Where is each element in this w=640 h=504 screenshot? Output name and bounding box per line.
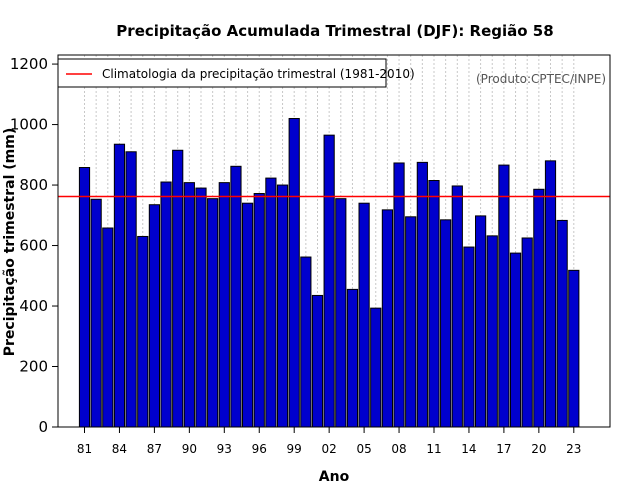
bar-2014 bbox=[463, 246, 475, 428]
bar-2009 bbox=[405, 216, 417, 428]
y-tick-label: 400 bbox=[19, 297, 48, 315]
x-tick-label: 17 bbox=[496, 442, 511, 456]
bar-2004 bbox=[346, 288, 359, 428]
bar-1983 bbox=[102, 227, 114, 428]
bar-2020 bbox=[533, 188, 545, 428]
legend-label: Climatologia da precipitação trimestral … bbox=[102, 67, 415, 81]
bar-2000 bbox=[300, 256, 312, 428]
y-tick-label: 600 bbox=[19, 237, 48, 255]
x-tick-label: 11 bbox=[426, 442, 441, 456]
bar-2010 bbox=[416, 161, 428, 428]
bar-1994 bbox=[230, 165, 242, 428]
x-tick-label: 87 bbox=[147, 442, 162, 456]
bar-2019 bbox=[521, 237, 533, 428]
x-tick-label: 05 bbox=[356, 442, 371, 456]
x-tick-label: 99 bbox=[287, 442, 302, 456]
bar-1982 bbox=[90, 198, 102, 428]
bar-2022 bbox=[556, 219, 568, 428]
x-tick-label: 84 bbox=[112, 442, 127, 456]
y-tick-label: 200 bbox=[19, 358, 48, 376]
bar-2017 bbox=[498, 164, 510, 428]
x-tick-label: 96 bbox=[252, 442, 267, 456]
bar-1986 bbox=[137, 235, 149, 428]
x-tick-label: 90 bbox=[182, 442, 197, 456]
y-tick-label: 1000 bbox=[10, 116, 48, 134]
bar-1981 bbox=[78, 167, 91, 428]
bar-2016 bbox=[486, 235, 498, 428]
x-tick-label: 93 bbox=[217, 442, 232, 456]
bar-2003 bbox=[335, 198, 347, 428]
bar-1987 bbox=[148, 204, 161, 428]
x-tick-label: 14 bbox=[461, 442, 476, 456]
plot-frame bbox=[57, 54, 611, 428]
bar-2008 bbox=[393, 162, 405, 428]
bar-1999 bbox=[288, 118, 300, 428]
bar-1995 bbox=[242, 202, 254, 428]
bar-2013 bbox=[451, 185, 463, 428]
bar-1993 bbox=[218, 182, 230, 428]
bars-layer bbox=[78, 118, 580, 428]
legend: Climatologia da precipitação trimestral … bbox=[57, 58, 415, 88]
y-axis: 0 200 400 600 800 1000 1200 bbox=[10, 55, 58, 436]
bar-1984 bbox=[113, 143, 126, 428]
x-tick-label: 23 bbox=[566, 442, 581, 456]
y-axis-label: Precipitação trimestral (mm) bbox=[2, 128, 18, 356]
bar-2011 bbox=[428, 180, 440, 428]
x-tick-label: 02 bbox=[322, 442, 337, 456]
legend-box bbox=[57, 58, 387, 88]
bar-2021 bbox=[544, 160, 557, 428]
y-tick-label: 800 bbox=[19, 176, 48, 194]
x-axis-label: Ano bbox=[319, 469, 350, 485]
bar-2005 bbox=[358, 202, 370, 428]
bar-1998 bbox=[276, 184, 289, 428]
bar-1992 bbox=[207, 198, 219, 428]
bar-1990 bbox=[183, 182, 195, 428]
bar-1988 bbox=[160, 181, 172, 428]
bar-2015 bbox=[475, 215, 487, 428]
x-tick-label: 81 bbox=[77, 442, 92, 456]
bar-2001 bbox=[311, 294, 324, 428]
bar-1989 bbox=[172, 149, 184, 428]
x-tick-label: 20 bbox=[531, 442, 546, 456]
bar-2012 bbox=[440, 219, 452, 428]
y-tick-label: 0 bbox=[38, 418, 48, 436]
x-tick-label: 08 bbox=[391, 442, 406, 456]
bar-2002 bbox=[323, 134, 335, 428]
bar-2006 bbox=[370, 307, 382, 428]
bar-1996 bbox=[253, 193, 265, 428]
bar-1985 bbox=[125, 151, 137, 428]
x-axis: 81 84 87 90 93 96 99 02 05 08 11 14 17 20 23 bbox=[77, 427, 581, 456]
bar-1997 bbox=[265, 177, 277, 428]
bar-2018 bbox=[509, 252, 522, 428]
bar-1991 bbox=[195, 187, 207, 428]
bar-2023 bbox=[568, 269, 580, 428]
bar-2007 bbox=[381, 209, 393, 428]
y-tick-label: 1200 bbox=[10, 55, 48, 73]
chart-title: Precipitação Acumulada Trimestral (DJF):… bbox=[116, 22, 553, 40]
source-note: (Produto:CPTEC/INPE) bbox=[476, 72, 606, 86]
